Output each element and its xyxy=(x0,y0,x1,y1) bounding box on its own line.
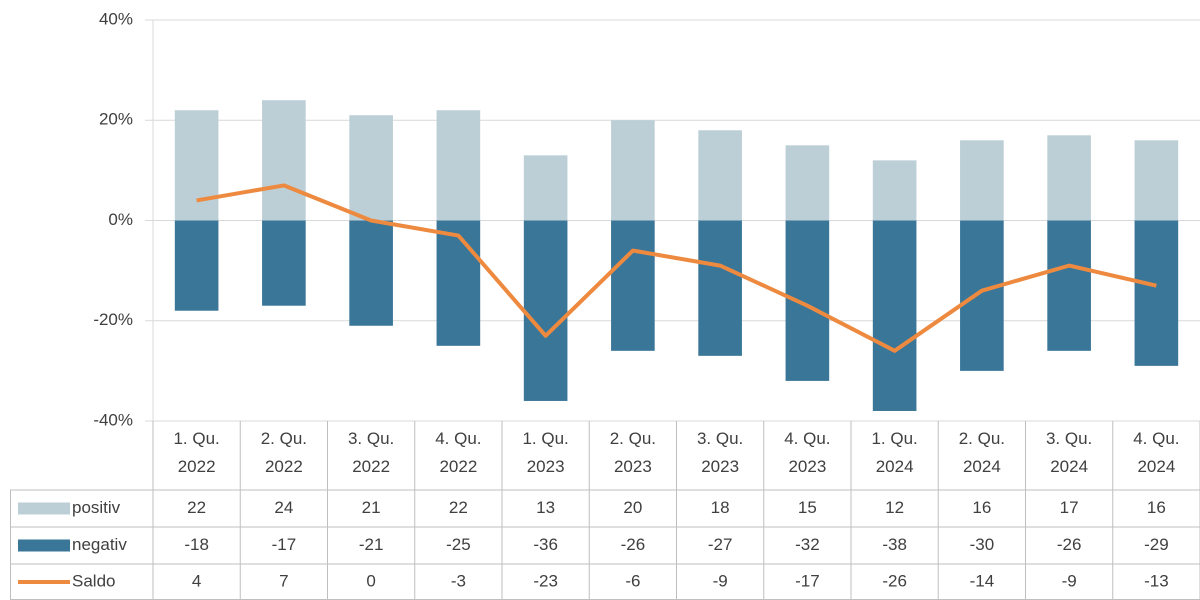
legend-label: positiv xyxy=(72,498,121,517)
table-cell: -9 xyxy=(713,571,728,590)
bar xyxy=(1047,135,1091,221)
x-tick-label: 1. Qu. 2022 xyxy=(173,429,219,476)
table-cell: -6 xyxy=(625,571,640,590)
table-cell: -25 xyxy=(446,535,471,554)
bar xyxy=(872,160,917,221)
x-tick-label: 3. Qu. 2023 xyxy=(697,429,743,476)
bar xyxy=(1047,220,1091,351)
table-cell: -29 xyxy=(1144,535,1169,554)
table-cell: -27 xyxy=(708,535,733,554)
table-cell: 0 xyxy=(366,571,375,590)
legend-label: Saldo xyxy=(72,571,115,590)
table-cell: -26 xyxy=(621,535,646,554)
y-tick-label: -40% xyxy=(93,410,133,429)
table-cell: 21 xyxy=(362,498,381,517)
bar xyxy=(960,140,1004,221)
y-tick-label: -20% xyxy=(93,310,133,329)
table-cell: 12 xyxy=(885,498,904,517)
bar xyxy=(698,220,742,356)
bar xyxy=(174,220,219,311)
bar xyxy=(349,115,393,221)
table-cell: -21 xyxy=(359,535,384,554)
bar xyxy=(1134,140,1179,221)
bar xyxy=(523,220,568,401)
x-tick-label: 4. Qu. 2023 xyxy=(784,429,830,476)
x-tick-label: 3. Qu. 2022 xyxy=(348,429,394,476)
table-cell: 20 xyxy=(623,498,642,517)
table-cell: 22 xyxy=(187,498,206,517)
table-cell: -32 xyxy=(795,535,820,554)
bar xyxy=(262,100,306,221)
x-tick-label: 4. Qu. 2024 xyxy=(1133,429,1179,476)
table-cell: -13 xyxy=(1144,571,1169,590)
table-cell: -17 xyxy=(272,535,297,554)
table-cell: 24 xyxy=(274,498,293,517)
table-cell: 7 xyxy=(279,571,288,590)
bar xyxy=(872,220,917,411)
table-cell: -3 xyxy=(451,571,466,590)
bar xyxy=(611,120,655,221)
x-tick-label: 2. Qu. 2022 xyxy=(261,429,307,476)
table-cell: -38 xyxy=(882,535,907,554)
table-cell: -23 xyxy=(533,571,558,590)
table-cell: 13 xyxy=(536,498,555,517)
bar xyxy=(436,220,481,346)
y-tick-label: 20% xyxy=(99,110,133,129)
bar xyxy=(523,155,568,221)
bar xyxy=(698,130,742,221)
x-tick-label: 3. Qu. 2024 xyxy=(1046,429,1092,476)
bar xyxy=(611,220,655,351)
table-cell: 16 xyxy=(972,498,991,517)
x-tick-label: 4. Qu. 2022 xyxy=(435,429,481,476)
table-cell: 16 xyxy=(1147,498,1166,517)
line xyxy=(196,183,1157,353)
table-cell: -26 xyxy=(1057,535,1082,554)
table-cell: -36 xyxy=(533,535,558,554)
table-cell: -26 xyxy=(882,571,907,590)
table-cell: 22 xyxy=(449,498,468,517)
bar xyxy=(349,220,393,326)
table-cell: -14 xyxy=(970,571,995,590)
table-cell: -9 xyxy=(1062,571,1077,590)
bar xyxy=(436,110,481,221)
bar xyxy=(262,220,306,306)
x-tick-label: 2. Qu. 2023 xyxy=(610,429,656,476)
bar xyxy=(1134,220,1179,366)
x-tick-label: 1. Qu. 2023 xyxy=(522,429,568,476)
legend-key xyxy=(18,539,70,552)
table-cell: -17 xyxy=(795,571,820,590)
y-tick-label: 40% xyxy=(99,9,133,28)
legend-label: negativ xyxy=(72,535,127,554)
table-cell: 4 xyxy=(192,571,201,590)
table-cell: 15 xyxy=(798,498,817,517)
bar xyxy=(960,220,1004,371)
y-tick-label: 0% xyxy=(108,210,133,229)
bar xyxy=(174,110,219,221)
table-cell: 17 xyxy=(1060,498,1079,517)
table-cell: 18 xyxy=(711,498,730,517)
x-tick-label: 2. Qu. 2024 xyxy=(959,429,1005,476)
bar xyxy=(785,145,830,221)
table-cell: -18 xyxy=(184,535,209,554)
x-tick-label: 1. Qu. 2024 xyxy=(871,429,917,476)
legend-key xyxy=(18,502,70,515)
table-cell: -30 xyxy=(970,535,995,554)
